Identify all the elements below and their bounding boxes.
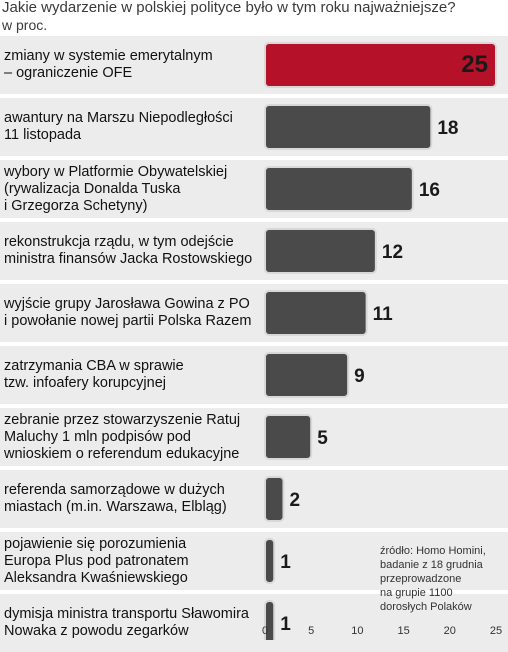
category-label: wyjście grupy Jarosława Gowina z PO i pow… — [4, 296, 260, 330]
value-label: 12 — [382, 242, 403, 263]
source-note-line: badanie z 18 grudnia — [380, 559, 483, 571]
category-label-line: Europa Plus pod patronatem — [4, 552, 189, 569]
value-label: 2 — [289, 490, 300, 511]
category-label-line: i Grzegorza Schetyny) — [4, 197, 148, 214]
bar — [264, 538, 276, 584]
category-label: awantury na Marszu Niepodległości 11 list… — [4, 110, 260, 144]
value-label: 9 — [354, 366, 365, 387]
category-label-line: miastach (m.in. Warszawa, Elbląg) — [4, 499, 227, 515]
category-label: wybory w Platformie Obywatelskiej (rywali… — [4, 164, 260, 215]
category-label-line: i powołanie nowej partii Polska Razem — [4, 313, 252, 329]
category-label-line: Nowaka z powodu zegarków — [4, 623, 189, 639]
category-label-line: wyjście grupy Jarosława Gowina z PO — [4, 296, 250, 312]
category-label-line: referenda samorządowe w dużych — [4, 482, 225, 498]
value-label: 11 — [373, 304, 394, 325]
category-label-line: wybory w Platformie Obywatelskiej — [4, 163, 228, 180]
x-tick-label: 5 — [308, 625, 314, 637]
category-label-line: Maluchy 1 mln podpisów pod — [4, 428, 191, 445]
row-band — [0, 346, 508, 404]
category-label: zatrzymania CBA w sprawie tzw. infoafery … — [4, 358, 260, 392]
category-label-line: pojawienie się porozumienia — [4, 535, 187, 552]
bar — [264, 166, 414, 212]
category-label-line: (rywalizacja Donalda Tuska — [4, 180, 181, 197]
bar — [264, 476, 285, 522]
category-label-line: – ograniczenie OFE — [4, 65, 133, 81]
value-label: 5 — [317, 428, 328, 449]
bar — [264, 104, 433, 150]
x-tick-label: 15 — [397, 625, 409, 637]
category-label: dymisja ministra transportu Sławomira Now… — [4, 606, 260, 640]
value-label: 1 — [280, 552, 291, 573]
bar — [264, 290, 368, 336]
value-label: 25 — [461, 51, 488, 78]
x-tick-label: 0 — [262, 625, 268, 637]
category-label-line: zmiany w systemie emerytalnym — [4, 48, 213, 64]
source-note-line: źródło: Homo Homini, — [380, 545, 486, 557]
source-note-line: przeprowadzone — [380, 573, 462, 585]
x-tick-label: 20 — [444, 625, 456, 637]
source-note: źródło: Homo Homini, badanie z 18 grudnia… — [380, 544, 504, 614]
category-label: zmiany w systemie emerytalnym – ogranicze… — [4, 48, 260, 82]
chart-title: Jakie wydarzenie w polskiej polityce był… — [2, 0, 456, 16]
category-label-line: wnioskiem o referendum edukacyjne — [4, 445, 240, 462]
value-label: 16 — [419, 180, 440, 201]
category-label-line: ministra finansów Jacka Rostowskiego — [4, 251, 253, 267]
category-label: zebranie przez stowarzyszenie Ratuj Maluc… — [4, 412, 260, 463]
x-tick-label: 25 — [490, 625, 502, 637]
category-label: pojawienie się porozumienia Europa Plus p… — [4, 536, 260, 587]
bar — [264, 228, 377, 274]
source-note-line: dorosłych Polaków — [380, 601, 472, 613]
category-label-line: 11 listopada — [4, 127, 82, 143]
bar — [264, 42, 497, 88]
row-band — [0, 532, 508, 590]
category-label-line: rekonstrukcja rządu, w tym odejście — [4, 234, 234, 250]
category-label-line: awantury na Marszu Niepodległości — [4, 110, 233, 126]
category-label-line: zebranie przez stowarzyszenie Ratuj — [4, 411, 241, 428]
source-note-line: na grupie 1100 — [380, 587, 453, 599]
x-tick-label: 10 — [351, 625, 363, 637]
bar — [264, 600, 276, 640]
row-band — [0, 470, 508, 528]
category-label-line: dymisja ministra transportu Sławomira — [4, 606, 249, 622]
category-label-line: Aleksandra Kwaśniewskiego — [4, 569, 188, 586]
value-label: 1 — [280, 614, 291, 635]
category-label: referenda samorządowe w dużych miastach (… — [4, 482, 260, 516]
bar — [264, 414, 313, 460]
category-label-line: tzw. infoafery korupcyjnej — [4, 375, 166, 391]
row-band — [0, 408, 508, 466]
bar — [264, 352, 350, 398]
row-band — [0, 222, 508, 280]
row-band — [0, 284, 508, 342]
row-band — [0, 160, 508, 218]
category-label: rekonstrukcja rządu, w tym odejście minis… — [4, 234, 260, 268]
category-label-line: zatrzymania CBA w sprawie — [4, 358, 184, 374]
value-label: 18 — [437, 118, 458, 139]
chart-unit: w proc. — [2, 17, 48, 33]
